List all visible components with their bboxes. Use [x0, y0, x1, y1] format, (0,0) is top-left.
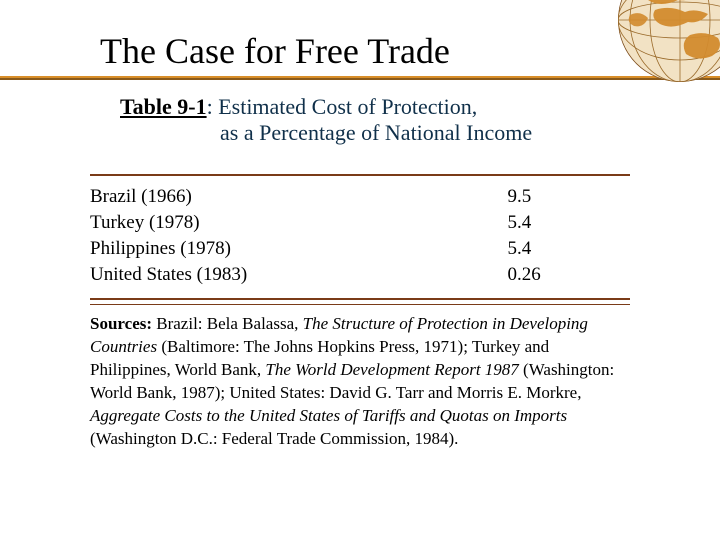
sources-seg: (Washington D.C.: Federal Trade Commissi…: [90, 429, 458, 448]
table-top-rule: [90, 174, 630, 176]
data-table: Brazil (1966) 9.5 Turkey (1978) 5.4 Phil…: [90, 184, 630, 288]
globe-decoration: [600, 0, 720, 90]
value-cell: 5.4: [307, 236, 630, 262]
sources-em: The World Development Report 1987: [265, 360, 518, 379]
table-row: United States (1983) 0.26: [90, 262, 630, 288]
caption-line2: as a Percentage of National Income: [120, 120, 720, 146]
sources-label: Sources:: [90, 314, 152, 333]
table-thin-rule: [90, 304, 630, 305]
value-cell: 0.26: [307, 262, 630, 288]
caption-line1: : Estimated Cost of Protection,: [207, 94, 478, 119]
table-row: Philippines (1978) 5.4: [90, 236, 630, 262]
table-row: Turkey (1978) 5.4: [90, 210, 630, 236]
country-cell: Philippines (1978): [90, 236, 307, 262]
table-row: Brazil (1966) 9.5: [90, 184, 630, 210]
country-cell: Turkey (1978): [90, 210, 307, 236]
sources-em: Aggregate Costs to the United States of …: [90, 406, 567, 425]
value-cell: 5.4: [307, 210, 630, 236]
country-cell: United States (1983): [90, 262, 307, 288]
value-cell: 9.5: [307, 184, 630, 210]
country-cell: Brazil (1966): [90, 184, 307, 210]
sources-seg: Brazil: Bela Balassa,: [152, 314, 303, 333]
sources-text: Sources: Brazil: Bela Balassa, The Struc…: [90, 313, 630, 451]
table-label: Table 9-1: [120, 94, 207, 119]
table-region: Brazil (1966) 9.5 Turkey (1978) 5.4 Phil…: [90, 174, 630, 451]
table-mid-rule: [90, 298, 630, 300]
